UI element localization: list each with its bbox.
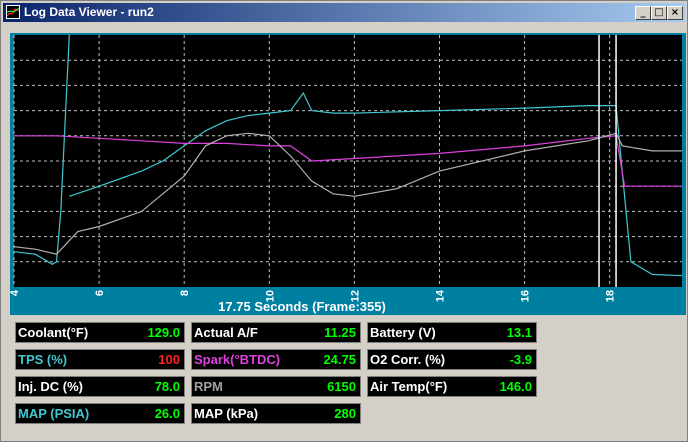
readout-value: 280 <box>334 406 356 421</box>
readout-value: 129.0 <box>147 325 180 340</box>
readout-label: O2 Corr. (%) <box>370 352 446 367</box>
readout-label: Air Temp(°F) <box>370 379 448 394</box>
plot-area[interactable] <box>14 35 682 287</box>
series-lines <box>13 34 683 277</box>
x-tick-labels: 4 6 8 10 12 14 16 18 <box>9 289 617 302</box>
readout-panel: Coolant(°F) 129.0 Actual A/F 11.25 Battery (… <box>1 317 687 441</box>
readout-rpm: RPM 6150 <box>191 376 361 397</box>
readout-value: 100 <box>158 352 180 367</box>
log-chart[interactable]: 4 6 8 10 12 14 16 18 17.75 Seconds (Frame:355) <box>9 33 686 315</box>
series-line-2 <box>14 135 682 187</box>
chart-svg[interactable]: 4 6 8 10 12 14 16 18 17.75 Seconds (Frame:355) <box>9 33 686 315</box>
readout-label: MAP (kPa) <box>194 406 259 421</box>
readout-label: Spark(°BTDC) <box>194 352 281 367</box>
x-tick-label: 10 <box>264 290 276 302</box>
readout-value: 146.0 <box>499 379 532 394</box>
readout-label: Actual A/F <box>194 325 258 340</box>
x-tick-label: 16 <box>520 290 532 302</box>
x-axis-label: 17.75 Seconds (Frame:355) <box>218 299 386 314</box>
chart-app-icon <box>6 5 20 19</box>
readout-actual-a-f: Actual A/F 11.25 <box>191 322 361 343</box>
title-bar[interactable]: Log Data Viewer - run2 _ □ × <box>3 3 685 22</box>
x-tick-label: 4 <box>10 289 21 296</box>
readout-o2-corr: O2 Corr. (%) -3.9 <box>367 349 537 370</box>
cursor-lines[interactable] <box>598 35 617 287</box>
x-tick-label: 8 <box>179 290 191 296</box>
readout-label: MAP (PSIA) <box>18 406 90 421</box>
x-tick-label: 18 <box>605 290 617 302</box>
readout-air-temp-f: Air Temp(°F) 146.0 <box>367 376 537 397</box>
readout-value: 26.0 <box>154 406 180 421</box>
readout-label: Inj. DC (%) <box>18 379 83 394</box>
readout-label: RPM <box>194 379 223 394</box>
readout-label: Coolant(°F) <box>18 325 89 340</box>
readout-map-kpa: MAP (kPa) 280 <box>191 403 361 424</box>
maximize-button[interactable]: □ <box>651 6 667 20</box>
readout-label: Battery (V) <box>370 325 436 340</box>
minimize-button[interactable]: _ <box>635 6 651 20</box>
x-tick-label: 14 <box>434 289 446 302</box>
readout-tps: TPS (%) 100 <box>15 349 185 370</box>
grid-lines <box>13 35 682 287</box>
readout-coolant-f: Coolant(°F) 129.0 <box>15 322 185 343</box>
close-button[interactable]: × <box>667 6 683 20</box>
readout-spark-btdc: Spark(°BTDC) 24.75 <box>191 349 361 370</box>
series-line-0 <box>13 34 70 265</box>
x-tick-label: 6 <box>94 290 106 296</box>
readout-value: 11.25 <box>324 325 356 340</box>
readout-value: 6150 <box>327 379 356 394</box>
series-line-3 <box>13 132 682 255</box>
readout-value: 78.0 <box>154 379 180 394</box>
readout-value: 24.75 <box>323 352 356 367</box>
readout-battery-v: Battery (V) 13.1 <box>367 322 537 343</box>
readout-value: -3.9 <box>509 352 532 367</box>
x-tick-label: 12 <box>349 290 361 302</box>
readout-value: 13.1 <box>506 325 532 340</box>
readout-label: TPS (%) <box>18 352 68 367</box>
window-title: Log Data Viewer - run2 <box>24 5 154 19</box>
readout-map-psia: MAP (PSIA) 26.0 <box>15 403 185 424</box>
readout-inj-dc: Inj. DC (%) 78.0 <box>15 376 185 397</box>
